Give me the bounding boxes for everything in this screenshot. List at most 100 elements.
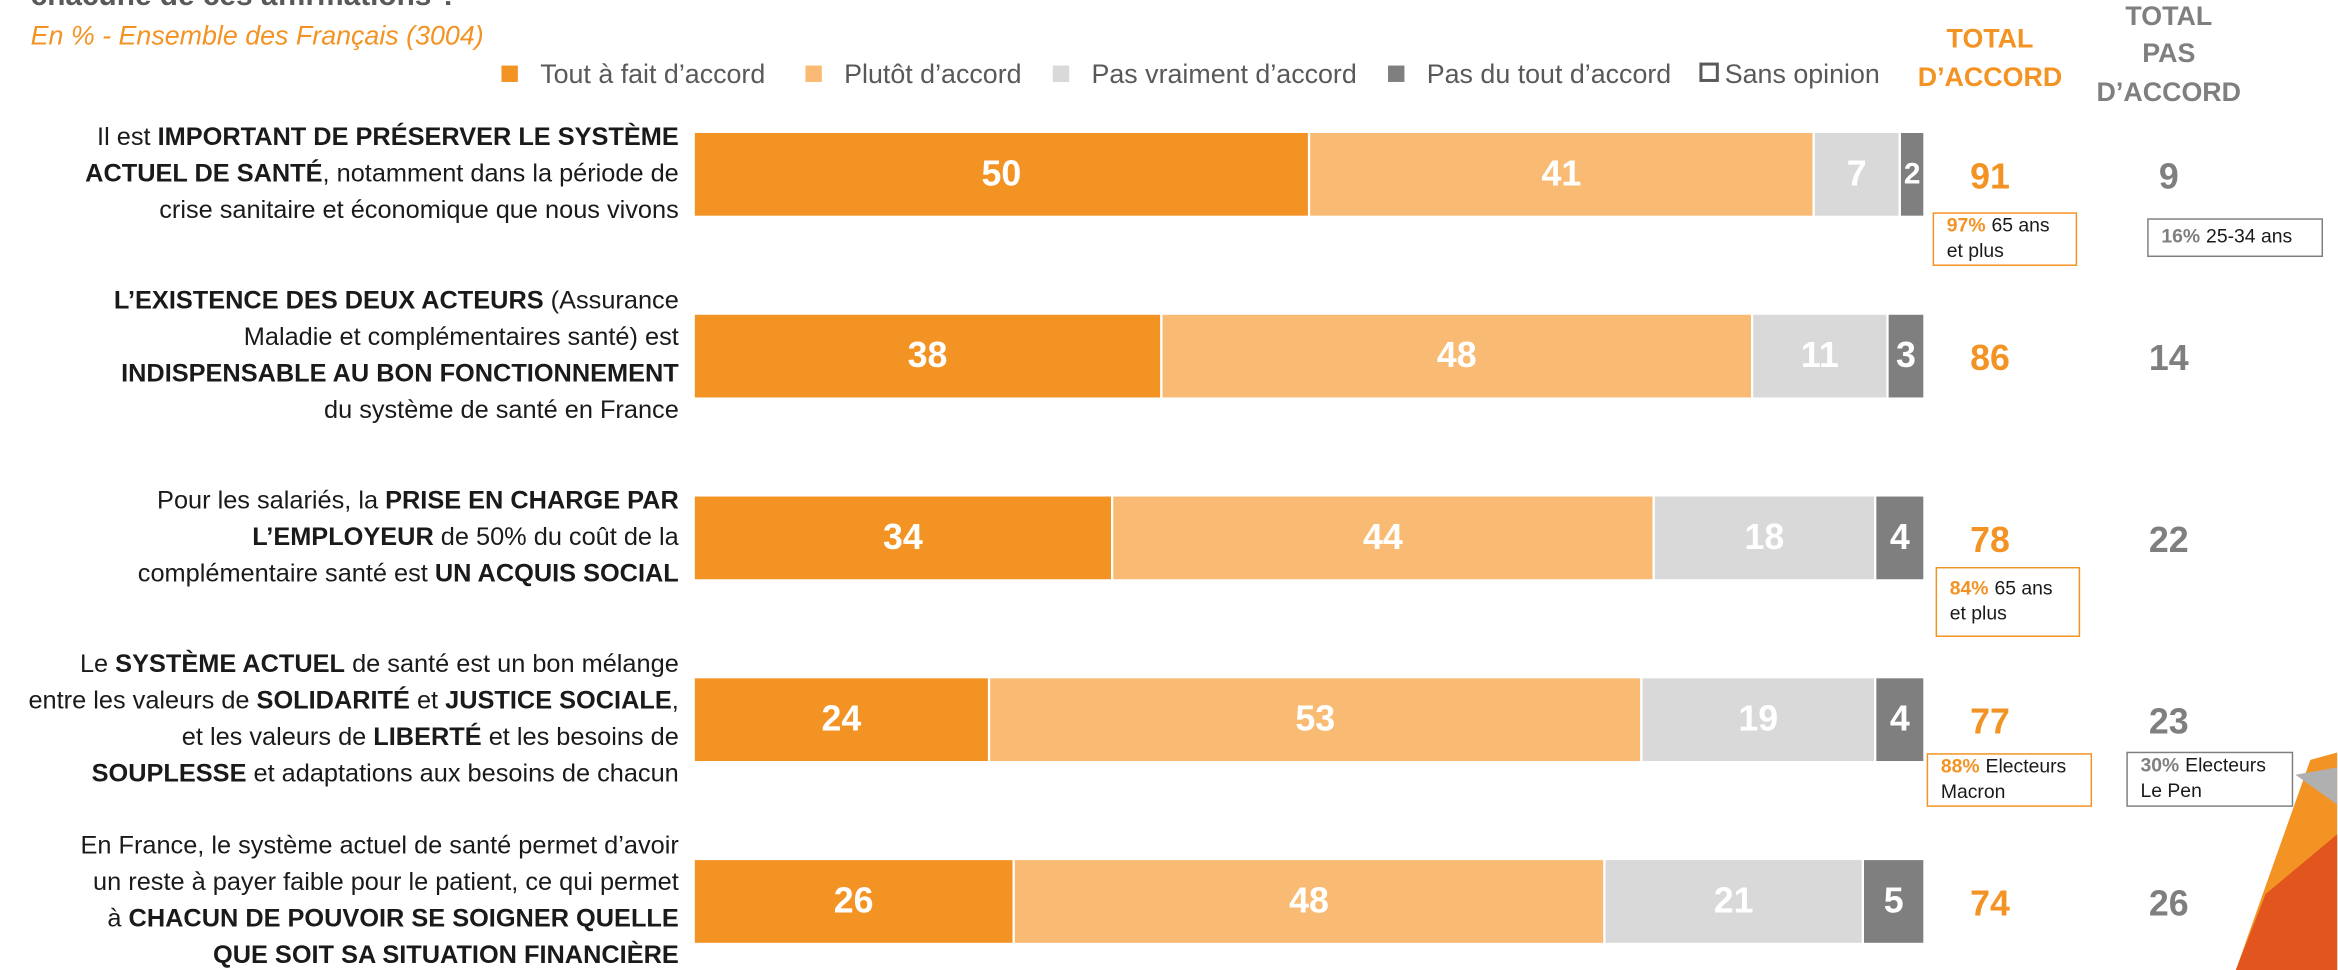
bar-value-label: 2 [1904, 158, 1921, 191]
category-label-run: ACTUEL DE SANTÉ [85, 158, 322, 187]
category-label: un reste à payer faible pour le patient,… [93, 868, 679, 896]
legend-label: Sans opinion [1725, 59, 1880, 89]
logo [2235, 752, 2338, 970]
category-label: Le SYSTÈME ACTUEL de santé est un bon mé… [80, 649, 679, 678]
bar-value-label: 41 [1541, 153, 1581, 193]
annotation-box [2147, 218, 2324, 258]
annotation: 88% Electeurs Macron [1926, 753, 2093, 807]
category-label-run: SYSTÈME ACTUEL [115, 649, 345, 678]
category-label: entre les valeurs de SOLIDARITÉ et JUSTI… [28, 685, 678, 714]
category-label-run: En France, le système actuel de santé pe… [80, 831, 679, 859]
total-value: 14 [2149, 338, 2189, 378]
legend-label: Tout à fait d’accord [540, 59, 765, 89]
total-header: TOTAL [2125, 1, 2212, 31]
bar-value-label: 50 [981, 153, 1021, 193]
bar-segment [692, 312, 1163, 400]
category-label-run: (Assurance [544, 286, 679, 314]
bar-segment [1886, 312, 1926, 400]
category-label-run: , notamment dans la période de [323, 159, 679, 187]
bar-value-label: 11 [1801, 335, 1839, 375]
bar-segment [1012, 857, 1606, 946]
total-value: 91 [1970, 156, 2010, 196]
category-label-run: à [107, 904, 128, 932]
bar-value-label: 48 [1289, 880, 1329, 920]
category-label-run: PRISE EN CHARGE PAR [385, 486, 679, 514]
bar-value-label: 5 [1884, 880, 1904, 920]
annotation-label: 65 ans [1991, 215, 2049, 237]
annotation-text: 97% 65 ans [1947, 215, 2050, 237]
annotation-value: 30% [2140, 755, 2179, 777]
bar-segment [1160, 312, 1754, 400]
annotation: 84% 65 ans et plus [1935, 566, 2081, 637]
category-label-run: Il est [97, 123, 158, 151]
category-label: Il est IMPORTANT DE PRÉSERVER LE SYSTÈME [97, 122, 679, 151]
category-label-run: SOLIDARITÉ [257, 685, 410, 714]
category-label-run: CHACUN DE POUVOIR SE SOIGNER QUELLE [129, 904, 679, 932]
bar-value-label: 44 [1363, 517, 1403, 557]
category-label-run: QUE SOIT SA SITUATION FINANCIÈRE [213, 940, 679, 969]
total-value: 22 [2149, 520, 2189, 560]
category-label: complémentaire santé est UN ACQUIS SOCIA… [138, 559, 679, 587]
bar-segment [1874, 676, 1926, 764]
category-label-run: UN ACQUIS SOCIAL [435, 559, 679, 587]
category-label: En France, le système actuel de santé pe… [80, 831, 679, 859]
category-label-run: et les valeurs de [182, 723, 373, 751]
legend-label: Plutôt d’accord [844, 59, 1021, 89]
bar-segment [692, 130, 1311, 218]
category-label-run: IMPORTANT DE PRÉSERVER LE SYSTÈME [158, 122, 679, 151]
category-label-run: L’EXISTENCE DES DEUX ACTEURS [114, 286, 544, 314]
legend-swatch [1052, 65, 1070, 82]
category-label: QUE SOIT SA SITUATION FINANCIÈRE [213, 940, 679, 969]
annotation-value: 16% [2161, 226, 2200, 248]
category-label: L’EMPLOYEUR de 50% du coût de la [252, 523, 679, 551]
bar-segment [1861, 857, 1926, 946]
total-value: 9 [2159, 156, 2179, 196]
annotation-text: 84% 65 ans [1950, 577, 2053, 599]
legend-label: Pas vraiment d’accord [1092, 59, 1357, 89]
annotation: 30% Electeurs Le Pen [2126, 751, 2294, 807]
category-label-run: de 50% du coût de la [434, 523, 680, 551]
bar-value-label: 34 [883, 517, 923, 557]
bar-value-label: 38 [908, 335, 948, 375]
legend-swatch [501, 65, 518, 82]
category-label: crise sanitaire et économique que nous v… [159, 196, 679, 224]
category-label: ACTUEL DE SANTÉ, notamment dans la pério… [85, 158, 679, 187]
bar-segment [1652, 494, 1877, 582]
category-label-run: et les besoins de [482, 723, 679, 751]
total-value: 78 [1970, 520, 2010, 560]
legend-label: Pas du tout d’accord [1427, 59, 1671, 89]
category-label-run: de santé est un bon mélange [345, 650, 679, 678]
category-label-run: un reste à payer faible pour le patient,… [93, 868, 679, 896]
category-label-run: du système de santé en France [324, 396, 679, 424]
bar-segment [692, 676, 991, 764]
annotation-label: 25-34 ans [2206, 226, 2292, 248]
bar-segment [1603, 857, 1865, 946]
total-header: D’ACCORD [1918, 62, 2062, 92]
annotation-box [1932, 212, 2078, 266]
annotation-label: Macron [1941, 781, 2006, 803]
legend-swatch [805, 65, 822, 82]
category-label-run: crise sanitaire et économique que nous v… [159, 196, 679, 224]
total-value: 26 [2149, 883, 2189, 923]
bar-value-label: 4 [1890, 517, 1910, 557]
annotation-label: Electeurs [2185, 755, 2266, 777]
category-label-run: entre les valeurs de [28, 686, 256, 714]
category-label: Maladie et complémentaires santé) est [244, 323, 679, 351]
category-label-run: Pour les salariés, la [157, 486, 385, 514]
annotation-box [2126, 751, 2294, 807]
category-label-run: LIBERTÉ [373, 722, 481, 751]
category-label-run: et [410, 686, 445, 714]
legend-swatch [1388, 65, 1405, 82]
bar-segment [692, 494, 1114, 582]
category-label-run: INDISPENSABLE AU BON FONCTIONNEMENT [121, 359, 679, 387]
total-value: 86 [1970, 338, 2010, 378]
annotation-value: 88% [1941, 755, 1980, 777]
chart-title: chacune de ces affirmations ? [31, 0, 458, 12]
annotation-box [1926, 753, 2093, 807]
annotation-label: 65 ans [1994, 577, 2052, 599]
bar-value-label: 48 [1437, 335, 1477, 375]
annotation-text: 88% Electeurs [1941, 755, 2066, 777]
bar-segment [1307, 130, 1815, 218]
chart-subtitle: En % - Ensemble des Français (3004) [31, 20, 484, 50]
